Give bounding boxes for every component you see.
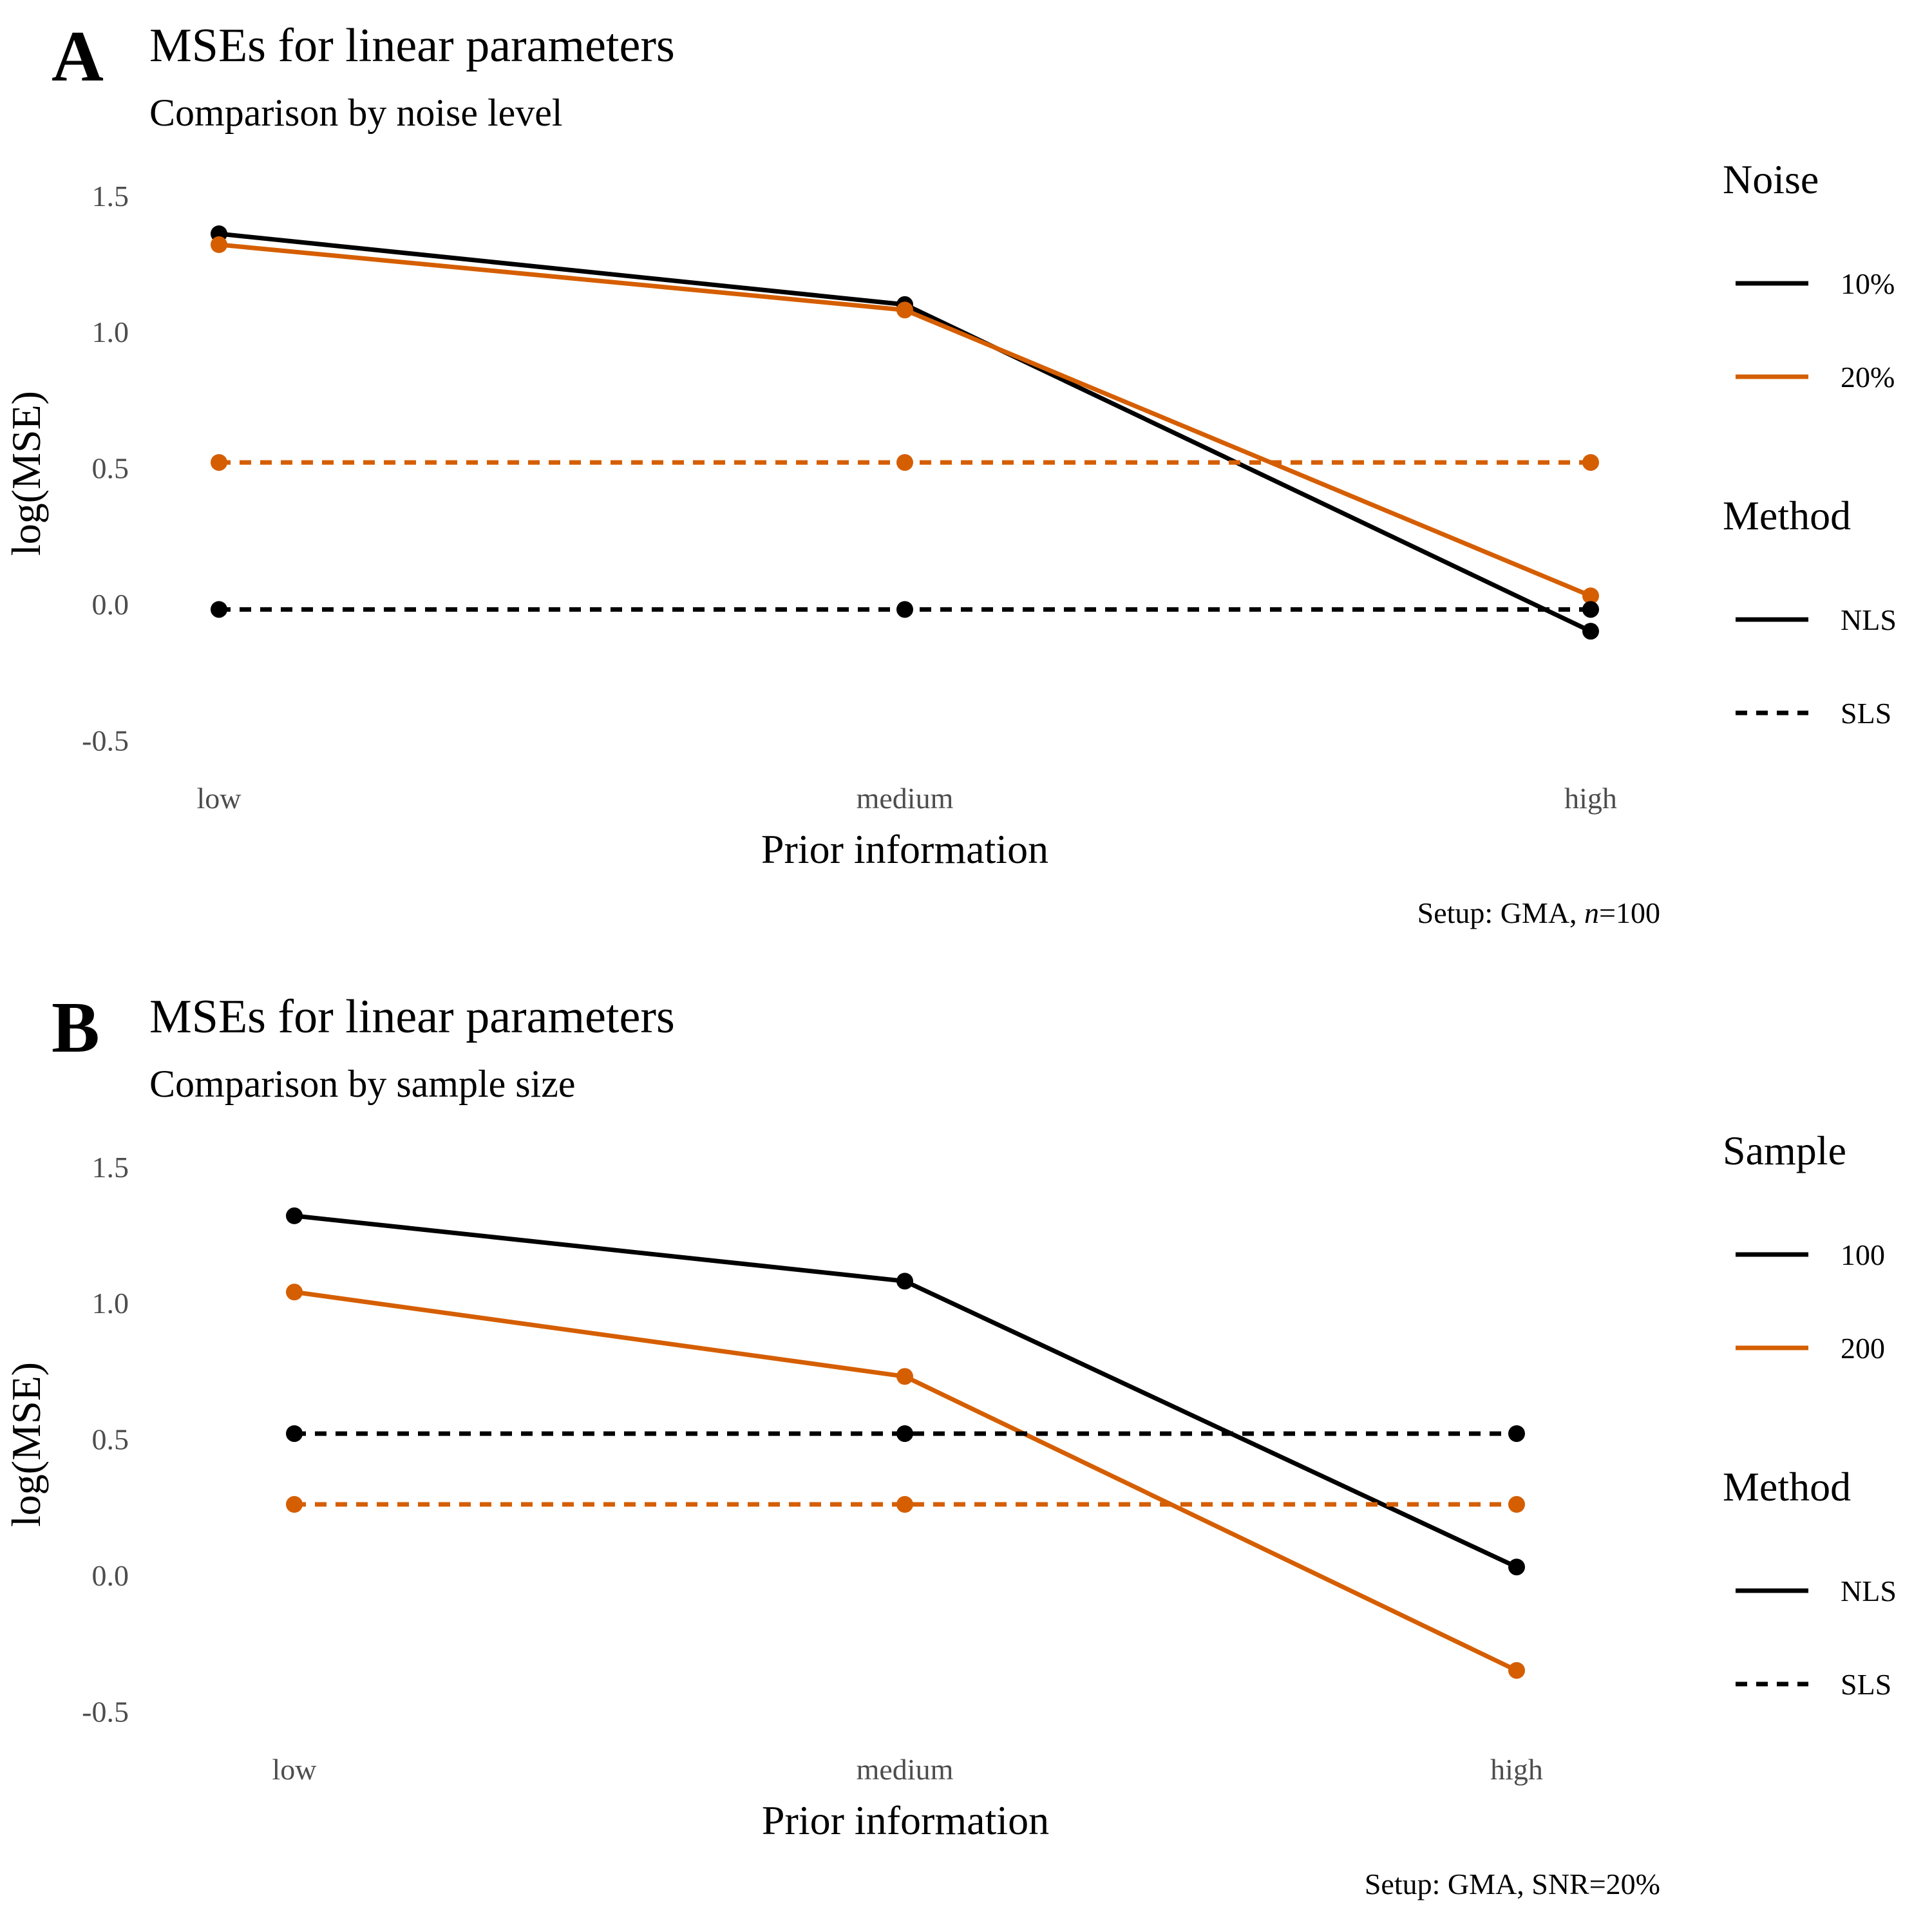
- data-point: [1582, 454, 1599, 471]
- legend-label: NLS: [1841, 1575, 1897, 1607]
- legend-label: NLS: [1841, 603, 1897, 636]
- legend-noise: Noise 10% 20%: [1723, 156, 1895, 393]
- series-line: [218, 231, 1592, 634]
- legend-method: Method NLS SLS: [1723, 493, 1897, 730]
- caption-suffix: =100: [1599, 896, 1660, 929]
- legend-title: Noise: [1723, 156, 1819, 202]
- x-tick-label: medium: [857, 782, 954, 815]
- x-tick-label: low: [197, 782, 242, 815]
- y-axis-title: log(MSE): [3, 1362, 49, 1527]
- series-line: [294, 1213, 1518, 1569]
- legend-title: Sample: [1723, 1128, 1846, 1173]
- x-tick-label: high: [1490, 1753, 1543, 1786]
- data-point: [896, 454, 913, 471]
- data-point: [1508, 1496, 1525, 1513]
- chart-title: MSEs for linear parameters: [149, 19, 675, 72]
- data-point: [896, 601, 913, 618]
- panel-letter: B: [52, 988, 100, 1068]
- caption-text: Setup: GMA, SNR=20%: [1365, 1868, 1660, 1900]
- data-point: [1508, 1558, 1525, 1576]
- y-tick-label: -0.5: [82, 724, 129, 757]
- y-tick-label: -0.5: [82, 1695, 129, 1728]
- caption-text: Setup: GMA,: [1417, 896, 1584, 929]
- data-point: [211, 454, 227, 471]
- data-point: [211, 236, 227, 253]
- legend-label: 10%: [1841, 267, 1895, 300]
- y-tick-label: 1.0: [92, 316, 129, 348]
- y-tick-label: 0.0: [92, 1559, 129, 1592]
- panel-a: A MSEs for linear parameters Comparison by…: [3, 17, 1897, 929]
- x-tick-label: high: [1564, 782, 1617, 815]
- data-point: [896, 301, 913, 319]
- data-point: [286, 1207, 303, 1224]
- data-point: [1582, 587, 1599, 605]
- caption: Setup: GMA, SNR=20%: [1365, 1868, 1660, 1900]
- data-point: [896, 1496, 913, 1513]
- y-tick-label: 1.5: [92, 1151, 129, 1184]
- legend-label: 20%: [1841, 361, 1895, 393]
- legend-method: Method NLS SLS: [1723, 1464, 1897, 1701]
- data-point: [1582, 601, 1599, 618]
- legend-title: Method: [1723, 493, 1851, 538]
- series-sls-10pct: [211, 601, 1599, 618]
- series-nls-100: [286, 1207, 1525, 1576]
- y-axis-title: log(MSE): [3, 391, 49, 556]
- series-nls-10pct: [211, 225, 1599, 640]
- y-tick-label: 1.0: [92, 1287, 129, 1320]
- data-point: [286, 1496, 303, 1513]
- y-tick-label: 0.0: [92, 588, 129, 621]
- y-tick-label: 1.5: [92, 180, 129, 213]
- data-point: [211, 601, 227, 618]
- chart-subtitle: Comparison by noise level: [149, 91, 563, 134]
- series-sls-20pct: [211, 454, 1599, 471]
- data-point: [896, 1425, 913, 1443]
- legend-label: 100: [1841, 1238, 1885, 1271]
- data-point: [1508, 1662, 1525, 1679]
- data-point: [896, 1368, 913, 1385]
- data-point: [1508, 1425, 1525, 1443]
- legend-label: 200: [1841, 1332, 1885, 1365]
- data-point: [896, 1273, 913, 1290]
- caption: Setup: GMA, n=100: [1417, 896, 1660, 929]
- chart-subtitle: Comparison by sample size: [149, 1063, 576, 1105]
- x-axis-title: Prior information: [761, 826, 1048, 872]
- y-tick-label: 0.5: [92, 1423, 129, 1456]
- data-point: [286, 1283, 303, 1301]
- legend-label: SLS: [1841, 1668, 1891, 1701]
- y-tick-label: 0.5: [92, 452, 129, 485]
- series-sls-200: [286, 1496, 1525, 1513]
- data-point: [286, 1425, 303, 1443]
- series-nls-200: [286, 1283, 1525, 1679]
- legend-sample: Sample 100 200: [1723, 1128, 1885, 1365]
- panel-b: B MSEs for linear parameters Comparison by…: [3, 988, 1897, 1900]
- x-tick-label: low: [272, 1753, 317, 1786]
- legend-label: SLS: [1841, 697, 1891, 730]
- series-nls-20pct: [211, 236, 1599, 605]
- x-axis-title: Prior information: [762, 1797, 1049, 1843]
- chart-title: MSEs for linear parameters: [149, 990, 675, 1043]
- x-tick-label: medium: [857, 1753, 954, 1786]
- data-point: [1582, 623, 1599, 640]
- series-sls-100: [286, 1425, 1525, 1443]
- caption-italic: n: [1584, 896, 1599, 929]
- panel-letter: A: [52, 17, 104, 97]
- legend-title: Method: [1723, 1464, 1851, 1510]
